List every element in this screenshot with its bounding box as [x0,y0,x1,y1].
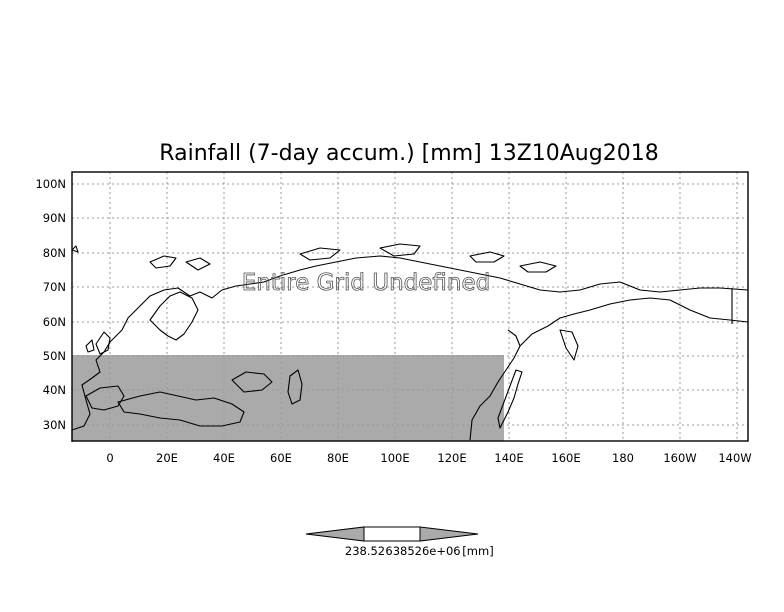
colorbar-left-arrow [305,526,365,542]
map-frame [71,171,749,442]
lat-label: 100N [35,177,66,191]
lat-label: 90N [43,211,66,225]
lon-label: 140W [718,451,751,465]
shaded-region [72,355,504,441]
lon-label: 180 [612,451,634,465]
lon-label: 140E [494,451,523,465]
lat-label: 30N [43,418,66,432]
lon-label: 100E [380,451,409,465]
lat-label: 50N [43,349,66,363]
lon-label: 20E [156,451,178,465]
lon-label: 160W [663,451,696,465]
lat-label: 40N [43,383,66,397]
lat-label: 60N [43,315,66,329]
longitude-axis: 0 20E 40E 60E 80E 100E 120E 140E 160E 18… [106,451,751,465]
colorbar-center-box [363,526,421,542]
lat-label: 70N [43,280,66,294]
colorbar-label-left: 238.52 [345,544,385,558]
colorbar: 238.52 638526e+06 [mm] [305,526,494,558]
lon-label: 60E [270,451,292,465]
undefined-grid-notice: Entire Grid Undefined [242,270,491,296]
colorbar-right-arrow [419,526,479,542]
lon-label: 0 [106,451,113,465]
colorbar-unit: [mm] [462,544,493,558]
latitude-axis: 100N 90N 80N 70N 60N 50N 40N 30N [35,177,66,432]
lon-label: 120E [437,451,466,465]
lon-label: 160E [551,451,580,465]
lat-label: 80N [43,246,66,260]
map-title: Rainfall (7-day accum.) [mm] 13Z10Aug201… [159,141,658,166]
colorbar-label-middle: 638526e+06 [385,544,460,558]
lon-label: 80E [327,451,349,465]
lon-label: 40E [213,451,235,465]
coastlines [71,243,749,442]
